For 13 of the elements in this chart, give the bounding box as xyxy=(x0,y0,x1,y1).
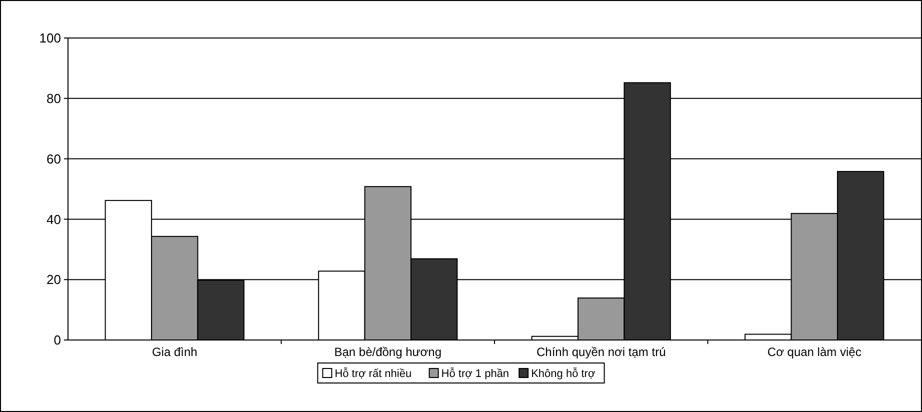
y-tick-label: 80 xyxy=(46,90,61,106)
y-tick-label: 40 xyxy=(46,212,61,227)
y-tick-label: 100 xyxy=(39,30,61,46)
x-tick-label: Bạn bè/đồng hương xyxy=(334,345,442,359)
y-tick-label: 60 xyxy=(46,151,61,166)
x-tick-label: Gia đình xyxy=(152,345,198,359)
legend-label: Không hỗ trợ xyxy=(531,367,596,380)
y-tick-label: 20 xyxy=(46,272,61,288)
legend-label: Hỗ trợ rất nhiều xyxy=(334,367,412,380)
x-tick-label: Cơ quan làm việc xyxy=(767,345,862,359)
legend-label: Hỗ trợ 1 phần xyxy=(441,367,510,380)
y-tick-label: 0 xyxy=(54,332,61,348)
x-tick-label: Chính quyền nơi tạm trú xyxy=(536,345,666,359)
